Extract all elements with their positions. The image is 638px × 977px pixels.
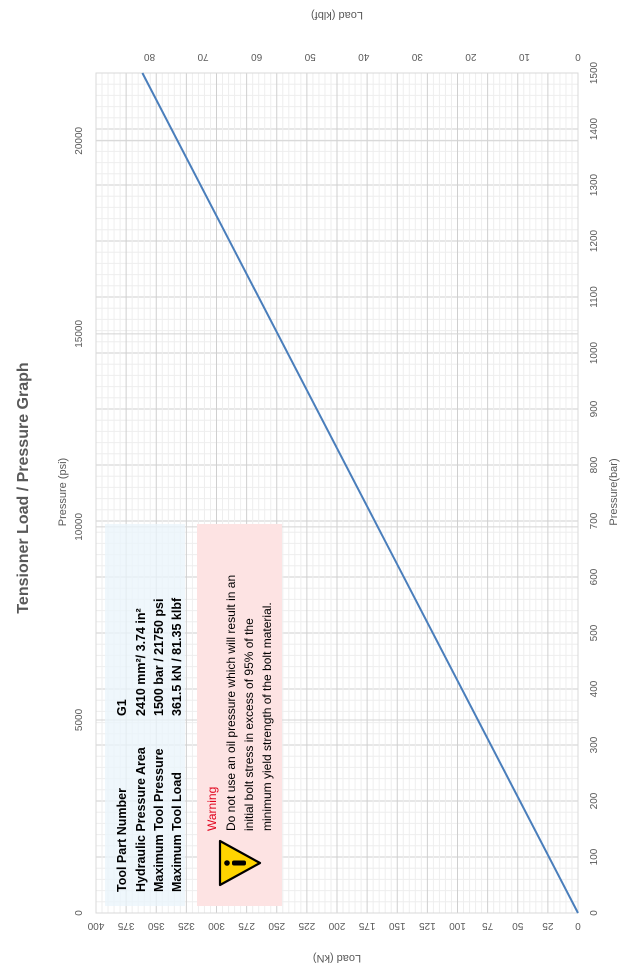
info-box-bg bbox=[105, 524, 185, 906]
x-tick-label-bar: 300 bbox=[589, 736, 600, 753]
info-rows: Tool Part Number G1 Hydraulic Pressure Are… bbox=[115, 597, 184, 892]
warning-line: initial bolt stress in excess of 95% of … bbox=[242, 618, 256, 831]
x-tick-label-bar: 1000 bbox=[589, 341, 600, 364]
y-tick-label-klbf: 70 bbox=[197, 51, 209, 62]
info-box: Tool Part Number G1 Hydraulic Pressure Are… bbox=[105, 524, 185, 906]
warning-text: Warning Do not use an oil pressure which … bbox=[205, 575, 274, 831]
y-tick-label-klbf: 20 bbox=[465, 51, 477, 62]
y-axis-title-kn: Load (kN) bbox=[313, 952, 361, 964]
info-row-value: G1 bbox=[115, 699, 129, 716]
info-row-label: Hydraulic Pressure Area bbox=[134, 746, 148, 892]
series-line-load bbox=[141, 72, 579, 914]
y-tick-label-kn: 225 bbox=[298, 920, 315, 931]
x-tick-label-bar: 1500 bbox=[589, 61, 600, 84]
info-row-value: 361.5 kN / 81.35 klbf bbox=[170, 597, 184, 716]
x-axis-title-bar: Pressure(bar) bbox=[608, 458, 620, 525]
warning-line: minimum yield strength of the bolt mater… bbox=[260, 602, 274, 831]
y-tick-label-klbf: 40 bbox=[358, 51, 370, 62]
y-tick-label-kn: 125 bbox=[419, 920, 436, 931]
x-tick-label-bar: 400 bbox=[589, 680, 600, 697]
x-tick-label-psi: 0 bbox=[74, 910, 85, 916]
info-row-value: 2410 mm²/ 3.74 in² bbox=[134, 608, 148, 716]
y-tick-label-kn: 25 bbox=[542, 920, 554, 931]
y-tick-label-kn: 325 bbox=[178, 920, 195, 931]
warning-line: Do not use an oil pressure which will re… bbox=[224, 575, 238, 831]
y-tick-label-kn: 50 bbox=[512, 920, 524, 931]
x-tick-label-psi: 10000 bbox=[74, 513, 85, 541]
x-tick-label-bar: 700 bbox=[589, 512, 600, 529]
y-tick-label-kn: 375 bbox=[117, 920, 134, 931]
info-row-label: Tool Part Number bbox=[115, 788, 129, 892]
warning-box-bg bbox=[197, 524, 282, 906]
y-tick-label-kn: 300 bbox=[208, 920, 225, 931]
chart-title: Tensioner Load / Pressure Graph bbox=[15, 362, 32, 613]
y-tick-label-klbf: 0 bbox=[575, 51, 581, 62]
y-tick-label-kn: 150 bbox=[388, 920, 405, 931]
y-tick-label-kn: 350 bbox=[147, 920, 164, 931]
y-tick-label-klbf: 50 bbox=[304, 51, 316, 62]
info-row-value: 1500 bar / 21750 psi bbox=[152, 599, 166, 716]
x-tick-label-bar: 500 bbox=[589, 624, 600, 641]
y-tick-label-kn: 100 bbox=[449, 920, 466, 931]
warning-icon bbox=[218, 839, 262, 887]
y-tick-label-kn: 250 bbox=[268, 920, 285, 931]
x-tick-label-bar: 600 bbox=[589, 568, 600, 585]
series-layer bbox=[141, 72, 579, 914]
y-axis-klbf-ticks: 0 10 20 30 40 50 60 70 80 bbox=[144, 51, 581, 62]
x-tick-label-bar: 1400 bbox=[589, 117, 600, 140]
x-tick-label-psi: 20000 bbox=[74, 126, 85, 154]
y-axis-kn-ticks: 0 25 50 75 100 125 150 175 200 225 250 275 300 325 350… bbox=[87, 920, 581, 931]
y-tick-label-kn: 175 bbox=[358, 920, 375, 931]
info-row-label: Maximum Tool Pressure bbox=[152, 748, 166, 892]
x-tick-label-psi: 5000 bbox=[74, 708, 85, 731]
warning-title: Warning bbox=[205, 787, 219, 831]
plot-area-border bbox=[95, 72, 579, 914]
x-tick-label-bar: 100 bbox=[589, 848, 600, 865]
x-axis-bar-ticks: 0 100 200 300 400 500 600 700 800 900 1000 1100 1200… bbox=[589, 61, 600, 915]
x-tick-label-bar: 900 bbox=[589, 400, 600, 417]
x-tick-label-bar: 0 bbox=[589, 910, 600, 916]
y-tick-label-kn: 75 bbox=[482, 920, 494, 931]
warning-box: Warning Do not use an oil pressure which … bbox=[197, 524, 282, 906]
x-axis-title-psi: Pressure (psi) bbox=[57, 458, 69, 526]
y-tick-label-kn: 0 bbox=[575, 920, 581, 931]
info-row-label: Maximum Tool Load bbox=[170, 772, 184, 892]
y-axis-title-klbf: Load (klbf) bbox=[311, 9, 363, 21]
x-tick-label-psi: 15000 bbox=[74, 320, 85, 348]
y-tick-label-kn: 275 bbox=[238, 920, 255, 931]
x-tick-label-bar: 200 bbox=[589, 792, 600, 809]
y-tick-label-klbf: 10 bbox=[518, 51, 530, 62]
y-tick-label-kn: 200 bbox=[328, 920, 345, 931]
x-tick-label-bar: 1100 bbox=[589, 286, 600, 308]
x-tick-label-bar: 800 bbox=[589, 456, 600, 473]
x-axis-psi-ticks: 0 5000 10000 15000 20000 bbox=[74, 126, 85, 915]
x-tick-label-bar: 1200 bbox=[589, 229, 600, 252]
x-tick-label-bar: 1300 bbox=[589, 173, 600, 196]
y-tick-label-klbf: 80 bbox=[144, 51, 156, 62]
y-tick-label-klbf: 30 bbox=[411, 51, 423, 62]
y-tick-label-kn: 400 bbox=[87, 920, 104, 931]
y-tick-label-klbf: 60 bbox=[251, 51, 263, 62]
